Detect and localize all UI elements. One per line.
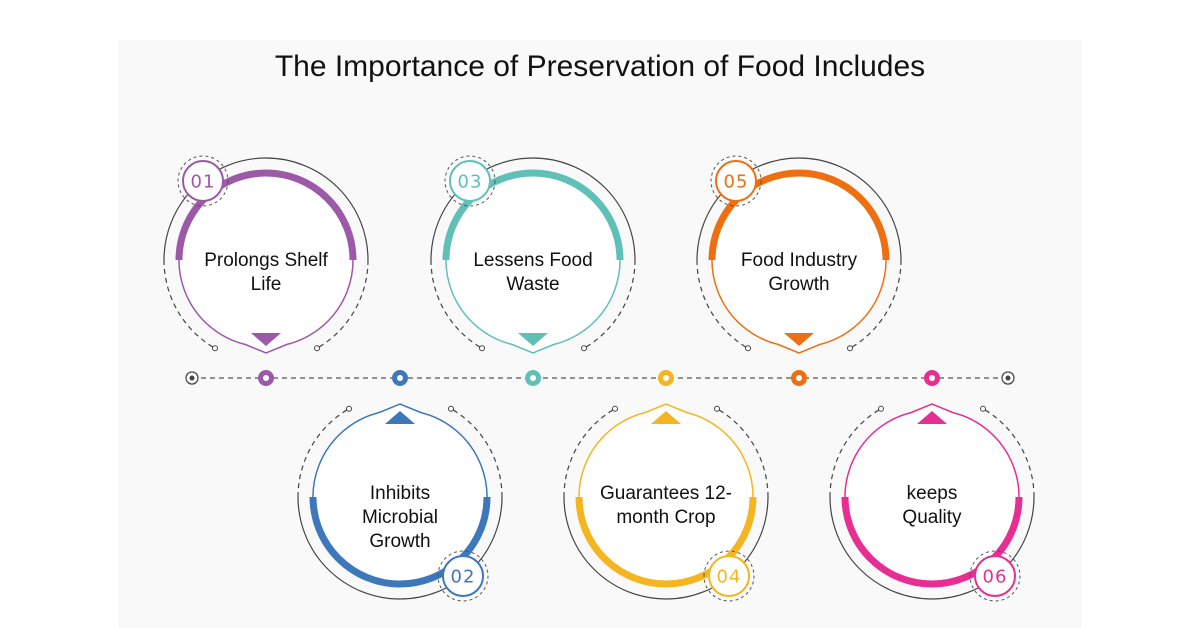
timeline-dot-center [530, 375, 536, 381]
outer-arc [430, 157, 636, 261]
step-card-06 [829, 403, 1035, 602]
outer-dashed-arc-right [297, 408, 350, 498]
outer-arc [163, 157, 369, 261]
arc-end-dot [980, 405, 986, 412]
arc-end-dot [479, 345, 485, 352]
arc-end-dot [448, 405, 454, 412]
step-label-line: Inhibits [370, 483, 430, 504]
outer-dashed-arc-right [583, 259, 636, 349]
step-card-02 [297, 403, 503, 602]
step-label-line: Quality [902, 507, 962, 528]
step-label-line: month Crop [616, 507, 715, 528]
badge-dashed-ring [444, 155, 496, 207]
outer-dashed-arc-left [430, 259, 483, 349]
step-number: 05 [724, 172, 749, 193]
number-badge [449, 160, 491, 202]
step-label-line: Waste [506, 274, 559, 295]
pointer-triangle-icon [784, 333, 814, 346]
outer-dashed-arc-right [849, 259, 902, 349]
badge-dashed-ring [969, 550, 1021, 602]
outer-arc [829, 496, 1035, 600]
step-thick-arc [309, 496, 491, 588]
step-card-01 [163, 155, 369, 354]
timeline-dot-center [397, 375, 403, 381]
number-badge [182, 160, 224, 202]
outer-dashed-arc-left [982, 408, 1035, 498]
number-badge [974, 555, 1016, 597]
step-label-line: Lessens Food [473, 250, 592, 271]
step-thick-arc [175, 169, 357, 261]
arc-end-dot [612, 405, 618, 412]
step-thick-arc [841, 496, 1023, 588]
pointer-triangle-icon [651, 411, 681, 424]
arc-end-dot [212, 345, 218, 352]
step-label-line: Prolongs Shelf [204, 250, 328, 271]
step-card-03 [430, 155, 636, 354]
outer-dashed-arc-right [829, 408, 882, 498]
timeline-end-dot [1005, 375, 1011, 381]
step-number: 01 [191, 172, 216, 193]
step-label-line: Growth [768, 274, 829, 295]
pointer-triangle-icon [518, 333, 548, 346]
step-label-line: Growth [369, 531, 430, 552]
outer-arc [696, 157, 902, 261]
outer-dashed-arc-left [163, 259, 216, 349]
step-number: 04 [717, 567, 742, 588]
timeline-end-dot [189, 375, 195, 381]
timeline-dot-center [796, 375, 802, 381]
step-label-line: Microbial [362, 507, 438, 528]
outer-arc [297, 496, 503, 600]
badge-dashed-ring [710, 155, 762, 207]
step-number: 02 [451, 567, 476, 588]
pointer-triangle-icon [251, 333, 281, 346]
number-badge [715, 160, 757, 202]
step-thick-arc [575, 496, 757, 588]
outer-dashed-arc-right [316, 259, 369, 349]
arc-end-dot [581, 345, 587, 352]
arc-end-dot [847, 345, 853, 352]
outer-arc [563, 496, 769, 600]
arc-end-dot [714, 405, 720, 412]
step-card-04 [563, 403, 769, 602]
outer-dashed-arc-left [716, 408, 769, 498]
step-label-line: Guarantees 12- [600, 483, 732, 504]
outer-dashed-arc-left [450, 408, 503, 498]
badge-dashed-ring [703, 550, 755, 602]
number-badge [442, 555, 484, 597]
step-number: 06 [983, 567, 1008, 588]
arc-end-dot [878, 405, 884, 412]
pointer-triangle-icon [917, 411, 947, 424]
step-label-line: keeps [907, 483, 958, 504]
badge-dashed-ring [177, 155, 229, 207]
number-badge [708, 555, 750, 597]
badge-dashed-ring [437, 550, 489, 602]
timeline-dot-center [663, 375, 669, 381]
pointer-triangle-icon [385, 411, 415, 424]
step-thick-arc [442, 169, 624, 261]
step-label-line: Life [251, 274, 282, 295]
outer-dashed-arc-left [696, 259, 749, 349]
page-title: The Importance of Preservation of Food I… [274, 50, 926, 83]
arc-end-dot [346, 405, 352, 412]
step-label-line: Food Industry [741, 250, 858, 271]
timeline-dot-center [263, 375, 269, 381]
arc-end-dot [314, 345, 320, 352]
step-thick-arc [708, 169, 890, 261]
timeline-dot-center [929, 375, 935, 381]
step-card-05 [696, 155, 902, 354]
outer-dashed-arc-right [563, 408, 616, 498]
step-number: 03 [458, 172, 483, 193]
arc-end-dot [745, 345, 751, 352]
